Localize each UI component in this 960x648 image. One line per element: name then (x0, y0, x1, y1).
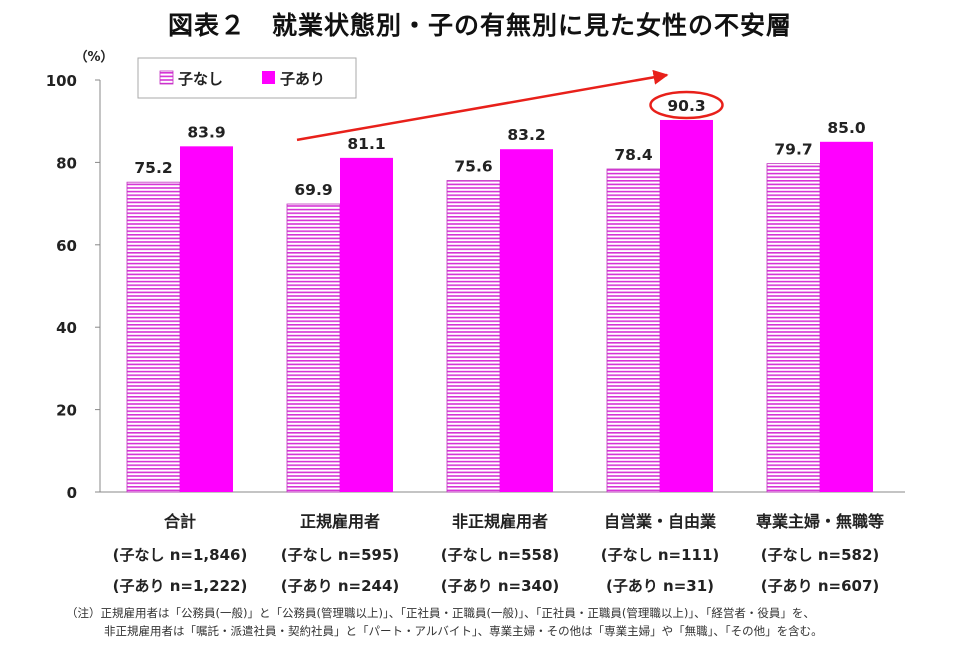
legend-box (137, 57, 357, 99)
category-sublabel: (子あり n=340) (441, 577, 560, 595)
y-tick-label: 0 (67, 484, 77, 502)
trend-arrow (296, 69, 669, 142)
bar-chart: （%） 0 20 40 60 80 100 75.2 83.9 合計 (子なし n=1,846) (… (46, 49, 905, 595)
bar-with-children-1 (340, 157, 393, 493)
category-sublabel: (子なし n=558) (441, 546, 560, 564)
bar-no-children-1 (286, 203, 341, 493)
category-sublabel: (子なし n=595) (281, 546, 400, 564)
footnote-line-2: 非正規雇用者は「嘱託・派遣社員・契約社員」と「パート・アルバイト」、専業主婦・そ… (104, 624, 823, 638)
category-sublabel: (子あり n=244) (281, 577, 400, 595)
y-tick-label: 100 (46, 72, 77, 90)
category-label: 合計 (164, 512, 196, 531)
category-label: 正規雇用者 (300, 512, 380, 531)
category-label: 専業主婦・無職等 (756, 512, 884, 531)
y-axis-unit: （%） (74, 49, 113, 65)
bar-with-children-3 (660, 119, 713, 493)
data-label: 75.2 (134, 159, 172, 177)
legend-label: 子あり (280, 70, 325, 88)
data-label: 83.2 (507, 126, 545, 144)
category-sublabel: (子あり n=31) (606, 577, 714, 595)
bar-no-children-4 (766, 163, 821, 493)
bar-with-children-2 (500, 149, 553, 492)
data-label: 81.1 (347, 135, 385, 153)
data-label: 90.3 (667, 97, 705, 115)
legend-label: 子なし (178, 70, 223, 88)
bar-no-children-2 (446, 180, 501, 493)
y-tick-label: 60 (56, 237, 77, 255)
bar-no-children-0 (126, 181, 181, 493)
data-label: 85.0 (827, 119, 865, 137)
legend-swatch (159, 70, 174, 85)
y-tick-label: 40 (56, 319, 77, 337)
bar-with-children-4 (820, 141, 873, 493)
data-label: 83.9 (187, 123, 225, 141)
footnote-line-1: （注）正規雇用者は「公務員(一般)」と「公務員(管理職以上)」、「正社員・正職員… (66, 606, 815, 620)
chart-title: 図表２ 就業状態別・子の有無別に見た女性の不安層 (167, 11, 792, 40)
category-label: 非正規雇用者 (452, 512, 548, 531)
category-sublabel: (子なし n=1,846) (113, 546, 248, 564)
category-sublabel: (子なし n=582) (761, 546, 880, 564)
highlight-ellipse (649, 90, 724, 120)
data-label: 78.4 (614, 146, 652, 164)
y-tick-label: 20 (56, 402, 77, 420)
category-label: 自営業・自由業 (604, 512, 717, 531)
bar-with-children-0 (180, 146, 233, 492)
data-label: 75.6 (454, 158, 492, 176)
legend-swatch (262, 71, 275, 84)
category-sublabel: (子あり n=607) (761, 577, 880, 595)
category-sublabel: (子なし n=111) (601, 546, 720, 564)
data-label: 79.7 (774, 141, 812, 159)
y-tick-label: 80 (56, 154, 77, 172)
data-label: 69.9 (294, 181, 332, 199)
category-sublabel: (子あり n=1,222) (113, 577, 248, 595)
bar-no-children-3 (606, 168, 661, 493)
